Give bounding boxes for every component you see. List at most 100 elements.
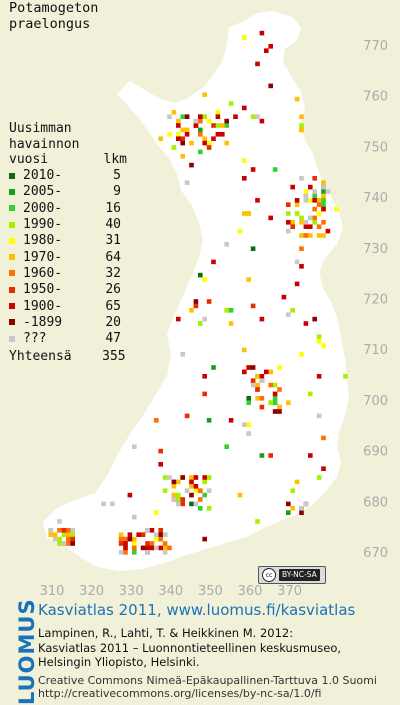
record-square [180,114,185,119]
record-square [255,396,260,401]
record-square [206,118,212,124]
footer-title[interactable]: Kasviatlas 2011, www.luomus.fi/kasviatla… [38,601,356,619]
y-grid-label: 740 [363,191,388,206]
record-square [321,193,326,199]
record-square [189,308,194,313]
legend-heading-1: Uusimman [9,121,72,136]
legend-row: 2010- 5 [9,168,129,184]
x-grid-label: 320 [79,584,104,598]
record-square [123,536,128,542]
record-square [162,475,168,480]
record-square [180,501,185,507]
record-square [250,365,256,370]
record-square [158,532,163,537]
license-badge[interactable]: cc BY-NC-SA [258,566,326,584]
record-square [202,277,207,282]
record-square [259,396,265,401]
record-square [224,242,229,247]
record-square [303,220,309,225]
record-square [171,110,177,115]
legend-count: 65 [105,298,121,314]
legend-year-label: 2010- [23,168,63,184]
y-grid-label: 680 [363,495,388,510]
record-square [206,418,212,423]
record-square [162,545,168,551]
license-url[interactable]: http://creativecommons.org/licenses/by-n… [38,687,322,700]
record-square [294,281,300,287]
record-square [224,444,229,449]
record-square [299,215,304,221]
legend-row: 1990- 40 [9,216,129,232]
record-square [308,233,313,238]
record-square [250,167,256,172]
record-square [167,475,172,480]
record-square [198,149,203,155]
record-square [118,541,124,546]
record-square [52,536,58,542]
legend-year-label: 1970- [23,249,63,265]
record-square [123,545,128,551]
x-grid-label: 310 [40,584,65,598]
record-square [312,215,317,221]
legend-row: 1950- 26 [9,282,129,298]
record-square [118,550,124,555]
record-square [312,316,317,322]
record-square [193,488,199,493]
record-square [255,198,260,203]
record-square [57,519,62,524]
record-square [140,532,146,537]
legend-total: Yhteensä 355 [9,349,129,364]
record-square [303,198,309,203]
record-square [299,510,304,515]
x-grid-label: 350 [198,584,223,598]
record-square [312,198,317,203]
legend-total-count: 355 [102,348,126,364]
record-square [162,541,168,546]
record-square [66,532,71,537]
cc-icon: cc [262,568,276,582]
record-square [110,501,115,507]
legend-row: 1970- 64 [9,249,129,265]
legend-swatch [9,335,15,342]
y-grid-label: 710 [363,343,388,358]
record-square [184,132,190,137]
record-square [286,400,291,405]
license-badge-text: BY-NC-SA [279,569,320,581]
legend-row: 2005- 9 [9,184,129,200]
record-square [70,536,75,542]
record-square [343,374,348,379]
record-square [325,189,331,194]
record-square [198,272,203,278]
record-square [316,202,322,207]
record-square [334,206,339,212]
record-square [171,497,177,502]
record-square [259,374,265,379]
record-square [255,387,260,392]
record-square [140,545,146,551]
record-square [321,180,326,185]
record-square [162,532,168,537]
record-square [228,101,234,106]
record-square [268,44,273,49]
record-square [167,114,172,119]
record-square [198,127,203,133]
record-square [202,475,207,480]
record-square [193,123,199,128]
legend-swatch [9,237,15,244]
record-square [202,536,207,542]
legend-count: 9 [113,184,121,200]
record-square [312,189,317,194]
record-square [268,382,273,388]
record-square [259,118,265,124]
record-square [272,400,278,405]
record-square [154,545,159,551]
record-square [202,140,207,146]
record-square [250,378,256,383]
record-square [321,202,326,207]
record-square [215,110,221,115]
record-square [136,532,141,537]
record-square [206,145,212,150]
record-square [255,114,260,119]
record-square [176,501,181,507]
record-square [316,413,322,419]
